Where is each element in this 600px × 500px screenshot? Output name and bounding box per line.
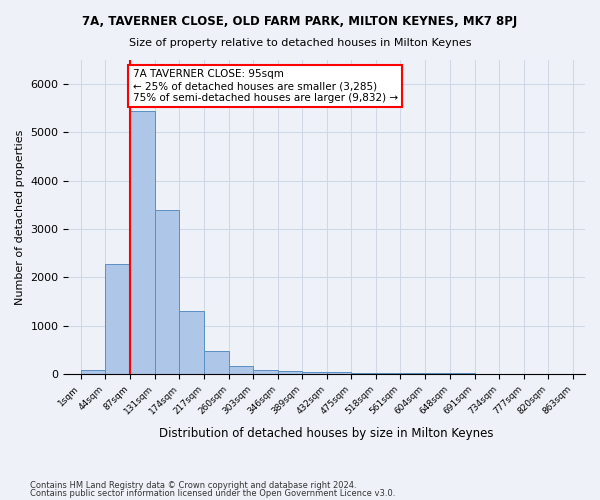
Text: Size of property relative to detached houses in Milton Keynes: Size of property relative to detached ho… bbox=[129, 38, 471, 48]
Bar bbox=[105, 264, 130, 374]
Bar bbox=[327, 372, 351, 374]
X-axis label: Distribution of detached houses by size in Milton Keynes: Distribution of detached houses by size … bbox=[160, 427, 494, 440]
Bar bbox=[80, 370, 105, 374]
Bar bbox=[155, 210, 179, 374]
Text: 7A TAVERNER CLOSE: 95sqm
← 25% of detached houses are smaller (3,285)
75% of sem: 7A TAVERNER CLOSE: 95sqm ← 25% of detach… bbox=[133, 70, 398, 102]
Bar bbox=[376, 373, 400, 374]
Bar bbox=[253, 370, 278, 374]
Y-axis label: Number of detached properties: Number of detached properties bbox=[15, 130, 25, 304]
Bar bbox=[229, 366, 253, 374]
Text: Contains public sector information licensed under the Open Government Licence v3: Contains public sector information licen… bbox=[30, 489, 395, 498]
Bar bbox=[204, 351, 229, 374]
Bar bbox=[425, 373, 450, 374]
Text: Contains HM Land Registry data © Crown copyright and database right 2024.: Contains HM Land Registry data © Crown c… bbox=[30, 480, 356, 490]
Bar bbox=[179, 312, 204, 374]
Bar bbox=[400, 373, 425, 374]
Bar bbox=[130, 110, 155, 374]
Bar bbox=[278, 372, 302, 374]
Text: 7A, TAVERNER CLOSE, OLD FARM PARK, MILTON KEYNES, MK7 8PJ: 7A, TAVERNER CLOSE, OLD FARM PARK, MILTO… bbox=[82, 15, 518, 28]
Bar bbox=[302, 372, 327, 374]
Bar bbox=[351, 372, 376, 374]
